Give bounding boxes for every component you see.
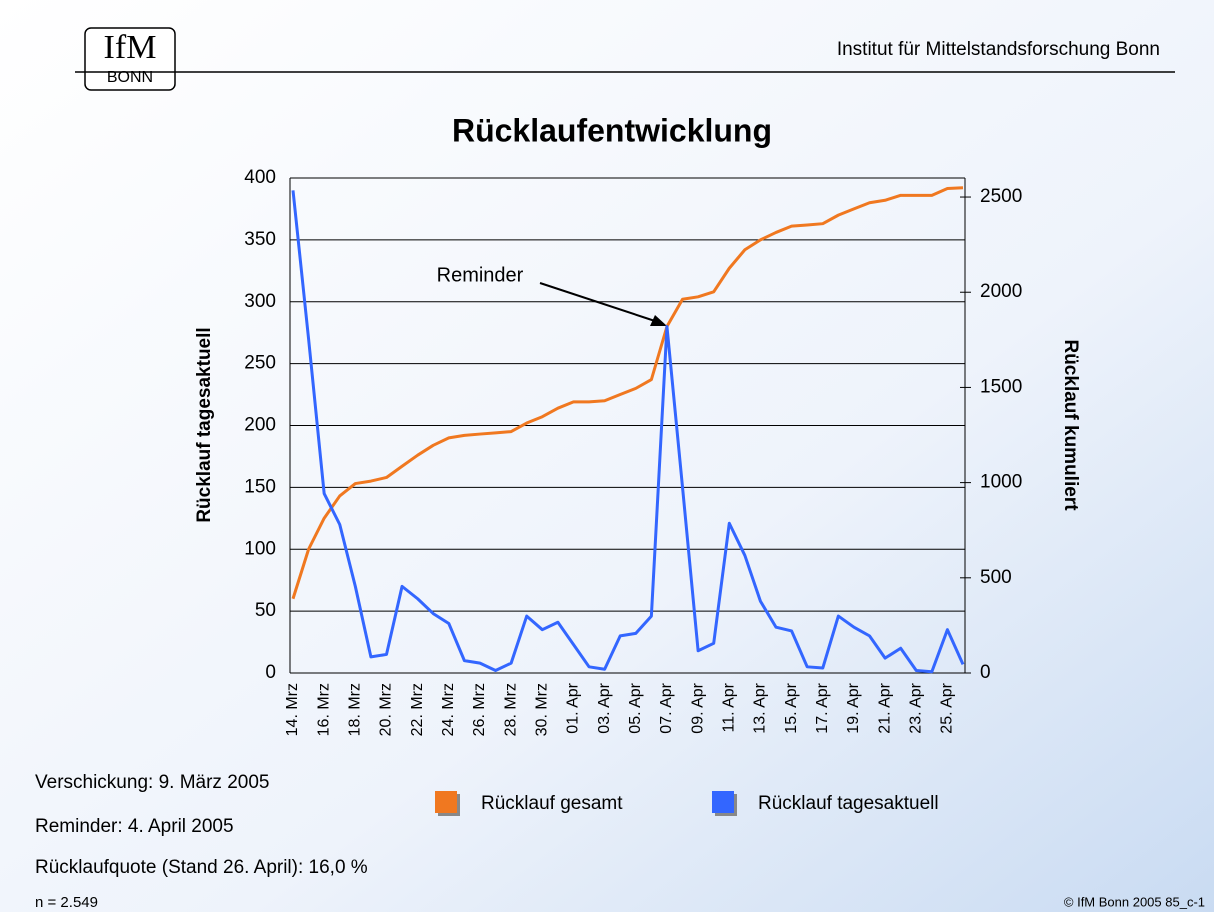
x-tick-label: 01. Apr [565,682,582,733]
series-line [291,186,964,600]
legend-swatch [435,791,457,813]
x-tick-label: 03. Apr [596,682,613,733]
x-tick-label: 18. Mrz [347,683,364,736]
logo-text: IfM [104,29,157,66]
y-tick-label: 400 [244,167,276,188]
y-tick-label: 0 [265,662,276,683]
x-tick-label: 19. Apr [845,682,862,733]
y-tick-label: 50 [255,600,276,621]
x-tick-label: 11. Apr [720,682,737,732]
y-tick-label: 350 [244,229,276,250]
y2-axis-title: Rücklauf kumuliert [1060,339,1081,511]
y-axis-title: Rücklauf tagesaktuell [194,327,215,522]
logo-subtext: BONN [107,69,153,86]
arrow-head [650,315,667,326]
y2-tick-label: 2500 [980,186,1022,207]
institute: Institut für Mittelstandsforschung Bonn [837,39,1160,60]
x-tick-label: 24. Mrz [440,683,457,736]
y2-tick-label: 1000 [980,472,1022,493]
chart-title: Rücklaufentwicklung [452,112,772,148]
x-tick-label: 23. Apr [907,682,924,733]
x-tick-label: 15. Apr [783,682,800,733]
y-tick-label: 300 [244,291,276,312]
logo-box [84,27,176,91]
x-tick-label: 26. Mrz [471,683,488,736]
x-tick-label: 09. Apr [689,682,706,733]
x-tick-label: 14. Mrz [284,683,301,736]
x-tick-label: 17. Apr [814,682,831,733]
note: Reminder: 4. April 2005 [35,816,234,837]
y-tick-label: 150 [244,476,276,497]
x-tick-label: 21. Apr [876,682,893,733]
x-tick-label: 07. Apr [658,682,675,733]
x-tick-label: 28. Mrz [502,683,519,736]
copyright: © IfM Bonn 2005 85_c-1 [1064,894,1205,909]
y-tick-label: 250 [244,353,276,374]
legend-label: Rücklauf tagesaktuell [758,793,939,814]
annotation-arrow [539,282,659,323]
y2-tick-label: 2000 [980,281,1022,302]
series-line [291,190,965,674]
x-tick-label: 30. Mrz [534,683,551,736]
note: Rücklaufquote (Stand 26. April): 16,0 % [35,857,368,878]
x-tick-label: 05. Apr [627,682,644,733]
x-tick-label: 22. Mrz [409,683,426,736]
x-tick-label: 13. Apr [752,682,769,733]
legend-swatch [712,791,734,813]
x-tick-label: 25. Apr [939,682,956,733]
y2-tick-label: 500 [980,567,1012,588]
y-tick-label: 200 [244,415,276,436]
x-tick-label: 16. Mrz [315,683,332,736]
y-tick-label: 100 [244,538,276,559]
note: Verschickung: 9. März 2005 [35,772,269,793]
legend-label: Rücklauf gesamt [481,793,623,814]
sample-size: n = 2.549 [35,894,98,911]
x-tick-label: 20. Mrz [378,683,395,736]
y2-tick-label: 0 [980,662,991,683]
y2-tick-label: 1500 [980,376,1022,397]
annotation: Reminder [437,264,524,286]
